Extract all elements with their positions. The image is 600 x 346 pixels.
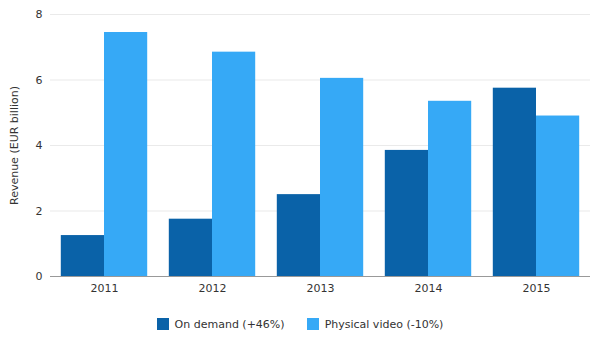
svg-text:2011: 2011 — [91, 282, 119, 295]
html-text:Physical video (-10%): Physical video (-10%) — [324, 317, 444, 331]
svg-text:Revenue (EUR billion): Revenue (EUR billion) — [8, 86, 21, 205]
html-text:On demand (+46%): On demand (+46%) — [174, 317, 285, 331]
svg-text:2014: 2014 — [415, 282, 443, 295]
svg-text:2: 2 — [36, 205, 43, 218]
svg-text:2012: 2012 — [199, 282, 227, 295]
svg-text:4: 4 — [36, 139, 43, 152]
svg-text:8: 8 — [36, 8, 43, 21]
svg-text:0: 0 — [36, 270, 43, 283]
svg-text:6: 6 — [36, 74, 43, 87]
svg-text:2013: 2013 — [307, 282, 335, 295]
svg-text:2015: 2015 — [523, 282, 551, 295]
